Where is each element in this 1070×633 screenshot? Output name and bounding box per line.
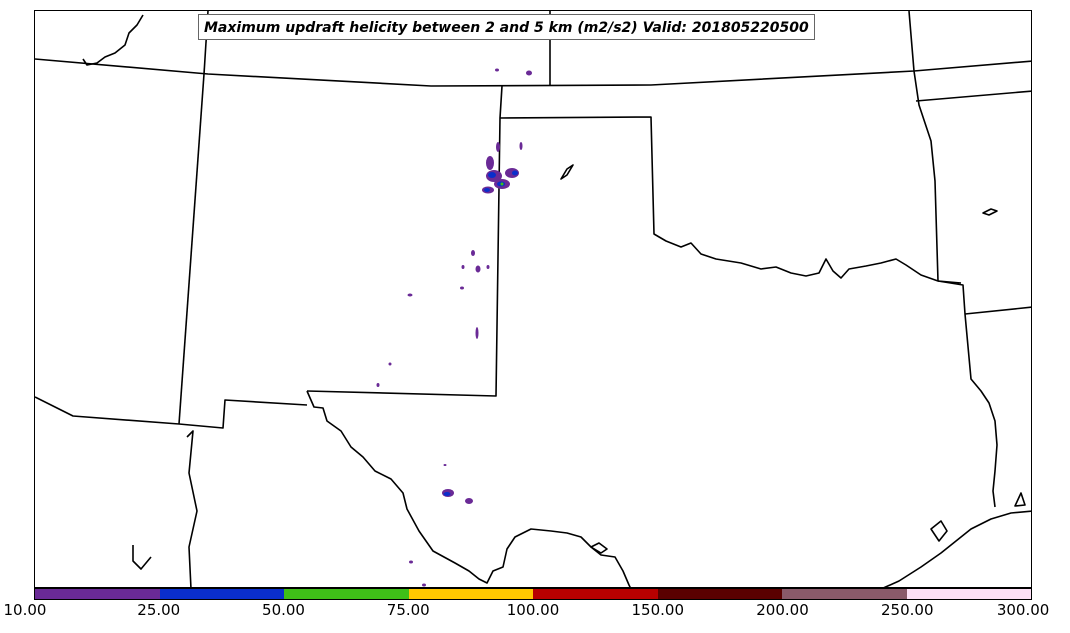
helicity-cell (471, 250, 475, 256)
map-title: Maximum updraft helicity between 2 and 5… (198, 14, 815, 40)
helicity-cell (496, 142, 500, 152)
colorbar-segment (782, 589, 907, 599)
helicity-cell (460, 286, 464, 290)
colorbar-segment (284, 589, 409, 599)
helicity-cell (376, 383, 380, 387)
state-border-mo-ar-east (913, 70, 939, 282)
us-mexico-border-west (186, 430, 198, 587)
colorbar-tick-label: 250.00 (881, 601, 934, 619)
helicity-cell (407, 293, 413, 297)
colorbar-tick-label: 200.00 (756, 601, 809, 619)
texas-border (306, 390, 631, 587)
helicity-cell (484, 188, 490, 192)
colorbar-segment (159, 589, 284, 599)
map-panel (34, 10, 1032, 588)
state-border-az-nm (35, 396, 308, 429)
galveston-bay (930, 520, 948, 542)
helicity-cell (409, 560, 413, 564)
lake-shape-3 (590, 542, 608, 554)
state-border-ok-ks (499, 116, 962, 284)
colorbar-tick-label: 100.00 (506, 601, 560, 619)
lake-shape-1 (560, 164, 574, 180)
helicity-cell (519, 142, 523, 150)
colorbar-tick-label: 150.00 (631, 601, 685, 619)
colorbar-tick-label: 10.00 (3, 601, 47, 619)
colorbar-segment (35, 589, 160, 599)
state-border-ar-mo (915, 90, 1031, 102)
state-border-north (35, 58, 1031, 87)
gulf-coastline (883, 510, 1031, 587)
helicity-cell (495, 68, 499, 72)
colorbar-segment (408, 589, 533, 599)
helicity-cell (486, 265, 490, 269)
helicity-cell (443, 464, 447, 466)
state-border-ut-co (178, 73, 205, 425)
colorbar (34, 588, 1032, 600)
helicity-cell (475, 265, 481, 273)
nw-lake-outline (82, 14, 144, 66)
colorbar-segment (657, 589, 782, 599)
colorbar-tick-label: 25.00 (137, 601, 181, 619)
state-border-mo-ia (908, 11, 915, 72)
helicity-cell (465, 498, 473, 504)
helicity-cell (461, 265, 465, 269)
colorbar-segment (533, 589, 658, 599)
lake-shape-2 (982, 208, 998, 216)
helicity-cell (475, 327, 479, 339)
colorbar-segment (906, 589, 1031, 599)
colorbar-tick-label: 300.00 (996, 601, 1050, 619)
helicity-cell (486, 156, 494, 170)
helicity-cell (388, 362, 392, 366)
helicity-cell (443, 492, 451, 496)
sabine-lake (1014, 492, 1026, 507)
colorbar-tick-label: 75.00 (386, 601, 430, 619)
helicity-cell (526, 70, 532, 76)
helicity-cell (512, 170, 518, 176)
lake-shape-4 (132, 545, 152, 570)
state-border-nm-tx-east (306, 117, 501, 397)
colorbar-tick-label: 50.00 (262, 601, 305, 619)
basemap-svg (35, 11, 1031, 587)
helicity-cell (488, 172, 496, 178)
helicity-cell (422, 583, 426, 587)
state-border-tx-east (937, 280, 998, 508)
helicity-cell (500, 182, 504, 186)
helicity-contours (376, 68, 532, 587)
state-border-ar-la (964, 306, 1031, 315)
state-border-co-ks (499, 85, 503, 119)
